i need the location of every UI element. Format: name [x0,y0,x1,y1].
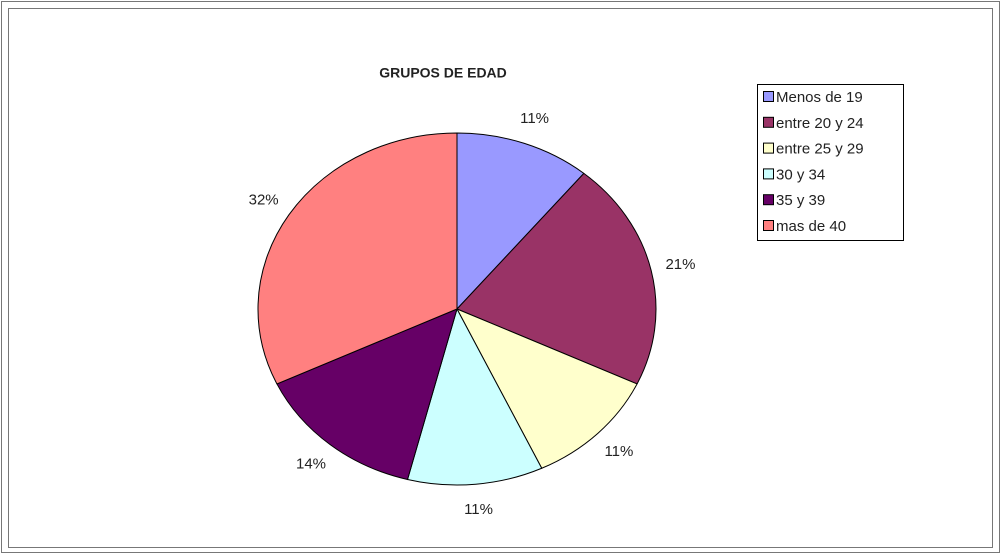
legend-box [757,84,904,241]
pie-slice [456,172,657,385]
legend-swatch [763,194,774,206]
data-label: 11% [604,443,633,460]
pie-slice [456,132,585,311]
legend-label: entre 25 y 29 [776,141,864,158]
data-label: 11% [464,501,493,518]
legend-swatch [763,116,774,128]
legend-label: Menos de 19 [776,89,863,106]
pie-slice [455,308,638,469]
legend-swatch [763,142,774,154]
legend-swatch [763,91,774,102]
legend-swatch [763,168,774,180]
chart-title: GRUPOS DE EDAD [379,65,507,81]
pie-slice [406,307,543,486]
data-label: 11% [520,110,549,127]
inner-frame [8,8,993,548]
legend-label: 30 y 34 [776,166,825,183]
legend-label: 35 y 39 [776,192,825,209]
data-label: 14% [296,456,326,473]
legend-label: mas de 40 [776,218,846,235]
legend-swatch [763,220,774,231]
data-label: 21% [665,256,695,273]
legend-label: entre 20 y 24 [776,115,864,132]
pie-slice [276,308,458,481]
pie-slice [257,132,458,385]
data-label: 32% [249,192,279,209]
